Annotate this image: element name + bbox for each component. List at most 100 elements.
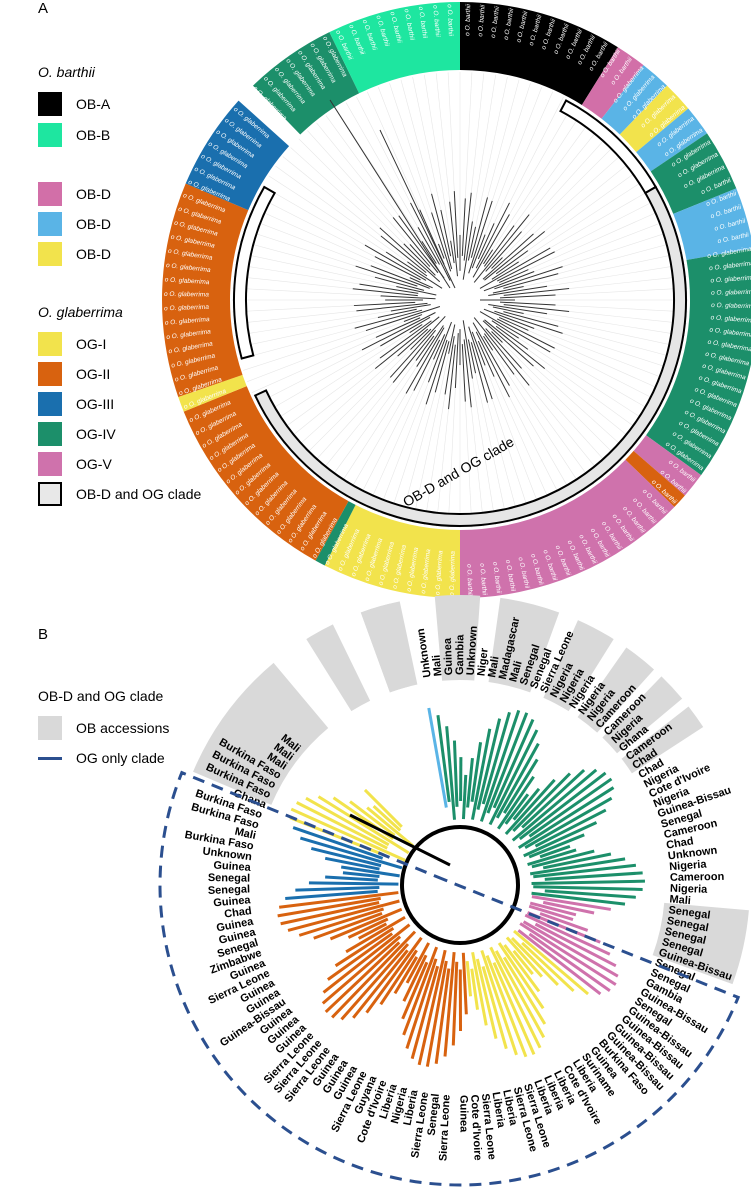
tree-guide [523,313,684,348]
panel-a-tree-figure: o O. barthii o O. barthii o O. barthii o O.… [161,2,751,598]
tip-label: o O. glaberrima [166,262,212,274]
legend-swatch [38,182,62,206]
legend-item-og-iii: OG-III [38,392,114,416]
ob-accession-wedge [543,620,614,712]
tree-guide [316,122,394,218]
ring-segment [178,374,247,412]
tree-branch [479,247,551,289]
country-label: Mali [234,826,258,842]
tip-label: o O. glaberrima [711,302,751,310]
tree-branch [366,806,415,848]
tree-branch [357,922,388,940]
country-label: Unknown [202,845,253,863]
tree-guide [236,317,378,348]
tree-guide [251,206,410,278]
tree-branch [528,932,611,992]
tree-branch [488,303,548,315]
tree-branch [409,324,423,334]
clade-arc-small [233,185,277,360]
tree-branch [409,277,433,289]
legend-label: OB-D [76,186,111,202]
tree-branch [410,202,451,281]
tree-branch [488,285,548,297]
legend-label: OG only clade [76,750,165,766]
tree-branch [353,301,416,307]
tree-branch [491,261,520,280]
country-label: Senegal [208,883,251,896]
tree-branch [416,325,444,367]
tree-guide [550,185,658,249]
tree-branch [519,922,617,986]
tree-branch [475,202,510,269]
tree-guide [239,327,355,360]
panel-a-branches [232,72,688,528]
tree-branch [326,932,394,981]
ring-segment [460,459,675,598]
country-label: Gambia [454,634,467,675]
legend-label: OG-II [76,366,111,382]
tree-guide [435,409,449,527]
tree-guide [554,347,664,404]
tree-guide [290,147,381,229]
legend-item-ob-accessions: OB accessions [38,716,169,740]
country-label: Nigeria [670,883,709,896]
tree-branch [503,273,559,289]
ring-segment [329,2,460,94]
tree-branch [379,320,432,359]
tree-branch [440,209,452,257]
ob-accession-wedge [306,624,371,712]
tree-guide [412,76,442,211]
legend-label: OB-A [76,96,111,112]
tree-branch [340,865,400,878]
tree-guide [562,333,677,371]
tree-branch [492,962,536,1055]
ring-segment [646,248,751,476]
tree-branch [497,942,545,1010]
tree-guide [472,378,496,526]
legend-swatch [38,212,62,236]
tree-guide [491,83,531,201]
tree-guide [298,349,411,462]
tree-branch [401,961,429,1020]
tree-guide [493,91,554,224]
tree-guide [513,115,595,226]
root-ring [400,825,520,945]
tree-guide [247,321,405,382]
tree-guide [523,252,684,287]
tree-branch [503,311,559,327]
tree-branch [380,295,436,300]
tip-label: o O. barthii [490,5,501,38]
tree-guide [533,147,630,235]
tree-branch [533,863,637,879]
tree-guide [325,360,417,485]
tree-branch [495,250,529,275]
tree-branch [380,316,431,347]
tree-branch [349,800,396,837]
legend-swatch [38,242,62,266]
ob-accession-wedge [488,597,560,693]
tree-guide [412,353,449,524]
tree-guide [268,332,410,425]
tree-branch [472,322,510,386]
tree-branch [494,310,563,334]
tree-branch [409,244,431,267]
tree-branch [484,319,546,370]
tree-branch [528,777,613,838]
tree-branch [380,235,427,274]
tree-branch [468,200,493,274]
tree-branch [485,955,528,1058]
tip-label: o O. glaberrima [710,274,751,284]
tree-branch [481,966,508,1050]
tree-branch [462,221,473,280]
legend-label: OG-III [76,396,115,412]
tree-branch [473,214,530,283]
legend-item-og-iv: OG-IV [38,422,116,446]
tree-branch [502,758,539,814]
tree-branch [364,244,427,281]
tree-branch [475,331,510,398]
tree-branch [539,844,571,859]
tree-branch [403,314,423,322]
tree-branch [471,234,486,269]
tree-guide [518,175,652,263]
